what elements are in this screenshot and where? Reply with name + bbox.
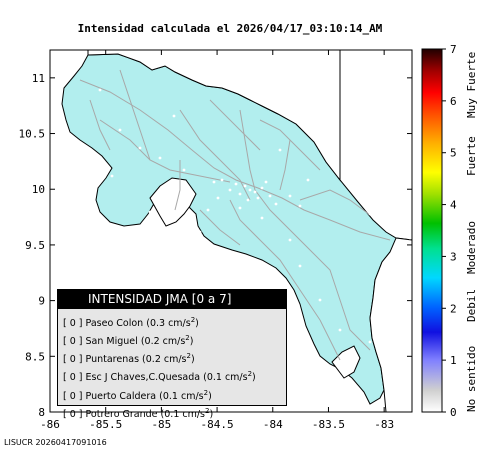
station-name: Potrero Grande (: [85, 408, 165, 420]
y-tick-label: 10.5: [19, 128, 46, 141]
station-acceleration: 0.2 cm/s: [145, 354, 187, 366]
y-tick-label: 10: [32, 183, 45, 196]
y-tick-label: 8.5: [25, 350, 45, 363]
y-tick-label: 9: [38, 295, 45, 308]
station-intensity: [ 0 ]: [63, 354, 86, 366]
station-name: Puerto Caldera (: [85, 390, 163, 402]
unit-superscript: 2: [203, 388, 209, 397]
panama-landmass: [369, 237, 412, 412]
x-tick-label: -83: [374, 418, 394, 431]
colorbar-label-no-sentido: No sentido: [465, 346, 478, 412]
map-border: [49, 49, 413, 413]
gulf-of-nicoya: [149, 177, 197, 227]
x-tick-label: -84: [263, 418, 283, 431]
station-row: [ 0 ] Paseo Colon (0.3 cm/s2): [58, 313, 286, 331]
colorbar-tick-label: 2: [450, 302, 457, 315]
x-tick-label: -83.5: [312, 418, 345, 431]
station-intensity: [ 0 ]: [63, 372, 86, 384]
x-tick-label: -84.5: [201, 418, 234, 431]
station-markers: [98, 88, 412, 406]
station-intensity: [ 0 ]: [63, 408, 86, 420]
colorbar-tick-label: 1: [450, 354, 457, 367]
map-title: Intensidad calculada el 2026/04/17_03:10…: [77, 22, 383, 35]
colorbar-tick-label: 7: [450, 43, 457, 56]
x-tick-label: -85: [151, 418, 171, 431]
station-row: [ 0 ] San Miguel (0.2 cm/s2): [58, 331, 286, 349]
station-close-paren: ): [195, 318, 199, 330]
station-row: [ 0 ] Esc J Chaves,C.Quesada (0.1 cm/s2): [58, 367, 286, 385]
golfo-dulce: [331, 345, 361, 379]
x-axis-ticks: -86 -85.5 -85 -84.5 -84 -83.5 -83: [40, 50, 394, 431]
station-intensity: [ 0 ]: [63, 336, 86, 348]
footer-id: LISUCR 20260417091016: [4, 438, 107, 447]
unit-superscript: 2: [186, 352, 191, 361]
station-close-paren: ): [209, 408, 214, 420]
station-name: San Miguel (: [85, 336, 145, 348]
station-intensity: [ 0 ]: [63, 390, 86, 402]
station-name: Paseo Colon (: [85, 318, 150, 330]
station-name: Puntarenas (: [85, 354, 146, 366]
unit-superscript: 2: [205, 406, 210, 415]
intensity-legend: INTENSIDAD JMA [0 a 7] [ 0 ] Paseo Colon…: [57, 289, 287, 420]
station-list: [ 0 ] Paseo Colon (0.3 cm/s2)[ 0 ] San M…: [58, 313, 286, 422]
station-acceleration: 0.1 cm/s: [162, 390, 204, 402]
x-tick-label: -85.5: [89, 418, 122, 431]
colorbar-ticks: 0 1 2 3 4 5 6 7: [442, 43, 457, 419]
station-acceleration: 0.2 cm/s: [144, 336, 186, 348]
road-network: [79, 69, 391, 361]
unit-superscript: 2: [247, 370, 253, 379]
colorbar-label-debil: Debil: [465, 289, 478, 322]
unit-superscript: 2: [185, 334, 190, 343]
station-row: [ 0 ] Potrero Grande (0.1 cm/s2): [58, 404, 286, 422]
station-intensity: [ 0 ]: [63, 318, 86, 330]
y-axis-ticks: 11 10.5 10 9.5 9 8.5 8: [19, 72, 412, 419]
legend-title: INTENSIDAD JMA [0 a 7]: [58, 290, 286, 309]
y-tick-label: 8: [38, 406, 45, 419]
station-close-paren: ): [189, 336, 194, 348]
station-acceleration: 0.1 cm/s: [206, 372, 248, 384]
x-tick-label: -86: [40, 418, 60, 431]
y-tick-label: 11: [32, 72, 45, 85]
colorbar-tick-label: 6: [450, 95, 457, 108]
station-close-paren: ): [252, 372, 256, 384]
colorbar-tick-label: 3: [450, 250, 457, 263]
colorbar-label-moderado: Moderado: [465, 221, 478, 274]
colorbar-tick-label: 5: [450, 147, 457, 160]
unit-superscript: 2: [190, 316, 196, 324]
colorbar-tick-label: 4: [450, 199, 457, 212]
colorbar-label-muy-fuerte: Muy Fuerte: [465, 52, 478, 118]
station-acceleration: 0.1 cm/s: [164, 408, 206, 420]
station-name: Esc J Chaves,C.Quesada (: [85, 372, 207, 384]
station-close-paren: ): [190, 354, 195, 366]
station-row: [ 0 ] Puerto Caldera (0.1 cm/s2): [58, 386, 286, 404]
colorbar-label-fuerte: Fuerte: [465, 136, 478, 176]
colorbar: [421, 48, 443, 413]
y-tick-label: 9.5: [25, 239, 45, 252]
station-close-paren: ): [208, 390, 212, 402]
colorbar-tick-label: 0: [450, 406, 457, 419]
station-row: [ 0 ] Puntarenas (0.2 cm/s2): [58, 349, 286, 367]
station-acceleration: 0.3 cm/s: [149, 318, 191, 330]
nicaragua-landmass: [87, 50, 341, 182]
